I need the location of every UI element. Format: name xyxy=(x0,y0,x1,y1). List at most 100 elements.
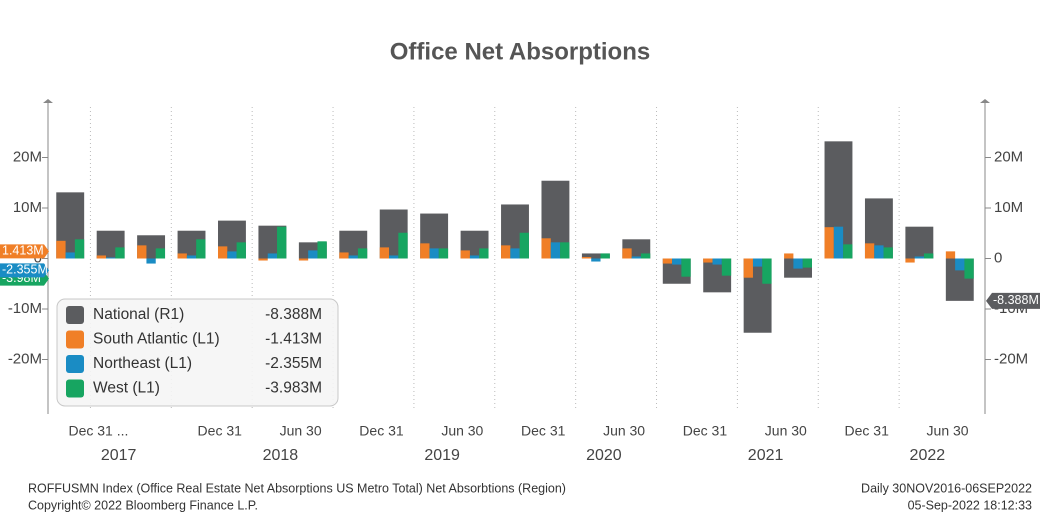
bar xyxy=(600,253,610,259)
legend-box xyxy=(56,298,339,407)
bar xyxy=(218,246,228,259)
bar xyxy=(196,239,206,259)
bar xyxy=(784,253,794,259)
bar xyxy=(541,238,551,259)
bar xyxy=(843,244,853,259)
bar xyxy=(267,253,278,259)
bar xyxy=(258,258,268,261)
bar xyxy=(227,251,237,259)
legend: National (R1) -8.388M South Atlantic (L1) -… xyxy=(56,298,339,407)
bar xyxy=(640,253,651,259)
y2-tick-label: 20M xyxy=(994,148,1023,165)
bar xyxy=(833,226,844,259)
axis-arrow xyxy=(43,99,53,103)
y-tick-label: 10M xyxy=(13,199,42,216)
legend-swatch xyxy=(66,379,84,398)
legend-swatch xyxy=(66,306,84,324)
last-value-tag xyxy=(0,244,49,259)
legend-label: South Atlantic (L1) xyxy=(93,331,220,348)
bar xyxy=(802,258,812,268)
bar xyxy=(955,258,965,271)
y2-tick-label: 0 xyxy=(994,249,1002,266)
bar xyxy=(65,252,75,259)
y-tick-label: -20M xyxy=(8,350,42,367)
bar xyxy=(793,258,803,269)
x-tick-label: Dec 31 xyxy=(359,423,404,439)
last-value-tag xyxy=(986,292,1040,309)
bar xyxy=(420,243,430,259)
x-tick-label: Dec 31 xyxy=(683,423,728,439)
legend-label: West (L1) xyxy=(93,380,160,397)
bar xyxy=(914,256,924,259)
bar xyxy=(510,248,520,259)
bar xyxy=(581,256,592,259)
bar xyxy=(389,255,399,259)
bar xyxy=(398,232,408,259)
y2-tick-label: -20M xyxy=(994,350,1028,367)
legend-value: -8.388M xyxy=(265,306,322,323)
bar xyxy=(905,258,915,263)
bar xyxy=(438,248,449,259)
bar xyxy=(550,242,561,259)
bar xyxy=(874,245,884,259)
bar xyxy=(146,258,156,264)
bar xyxy=(115,247,125,259)
x-year-label: 2022 xyxy=(910,447,946,464)
bar xyxy=(308,250,318,259)
chart-title: Office Net Absorptions xyxy=(390,38,650,65)
x-tick-label: Jun 30 xyxy=(765,423,807,439)
x-year-label: 2018 xyxy=(263,447,299,464)
bar xyxy=(106,257,116,259)
bar xyxy=(905,226,934,259)
y-tick-label: 20M xyxy=(13,148,42,165)
bar xyxy=(672,258,682,265)
legend-value: -2.355M xyxy=(265,355,322,372)
x-tick-label: Jun 30 xyxy=(280,423,322,439)
bar xyxy=(277,226,287,259)
y-tick-label: -10M xyxy=(8,300,42,317)
x-year-label: 2017 xyxy=(101,447,137,464)
bar xyxy=(883,247,893,259)
bar xyxy=(74,239,85,259)
bar xyxy=(460,250,470,259)
bar xyxy=(519,232,529,259)
last-value-label: -8.388M xyxy=(993,293,1039,307)
bar xyxy=(137,245,147,259)
legend-value: -1.413M xyxy=(265,331,322,348)
footer-right: 05-Sep-2022 18:12:33 xyxy=(908,498,1032,512)
bar xyxy=(339,252,349,259)
last-value-tag xyxy=(0,263,49,278)
y2-tick-label: 10M xyxy=(994,199,1023,216)
x-tick-label: Dec 31 xyxy=(521,423,566,439)
bar xyxy=(631,256,641,259)
x-tick-label: Jun 30 xyxy=(927,423,969,439)
bar xyxy=(560,242,570,259)
footer-left: ROFFUSMN Index (Office Real Estate Net A… xyxy=(28,481,566,495)
bar xyxy=(348,255,358,259)
bar xyxy=(945,251,956,259)
bar xyxy=(752,258,763,267)
bar xyxy=(712,258,722,265)
bar xyxy=(186,255,197,259)
bar xyxy=(743,258,753,278)
x-tick-label: Dec 31 xyxy=(845,423,890,439)
x-year-label: 2021 xyxy=(748,447,784,464)
last-value-label: -2.355M xyxy=(2,263,48,277)
x-tick-label: Jun 30 xyxy=(603,423,645,439)
x-tick-label: Dec 31 ... xyxy=(68,423,128,439)
bar xyxy=(824,227,834,259)
bar xyxy=(298,258,309,261)
bar xyxy=(703,258,713,263)
bar xyxy=(864,243,875,259)
bar xyxy=(923,253,934,259)
x-tick-label: Dec 31 xyxy=(198,423,243,439)
bar xyxy=(622,248,632,259)
bar xyxy=(591,258,601,262)
bar xyxy=(501,245,511,259)
x-year-label: 2020 xyxy=(586,447,622,464)
bar xyxy=(964,258,974,279)
legend-label: Northeast (L1) xyxy=(93,355,192,372)
bar xyxy=(236,242,246,259)
last-value-label: 1.413M xyxy=(2,244,44,258)
